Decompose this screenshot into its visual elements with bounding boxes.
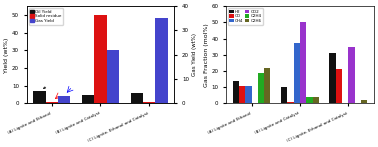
Bar [281,87,287,103]
Bar [58,96,70,103]
Bar [294,44,300,103]
Bar [155,18,167,103]
Bar [239,86,245,103]
Y-axis label: Gas Yield (wt%): Gas Yield (wt%) [192,33,197,76]
Bar [313,97,319,103]
Legend: H2, CO, CH4, CO2, C2H4, C2H6: H2, CO, CH4, CO2, C2H4, C2H6 [228,8,263,25]
Bar [258,73,264,103]
Bar [233,81,239,103]
Y-axis label: Yield (wt%): Yield (wt%) [4,37,9,72]
Bar [33,91,45,103]
Bar [361,100,367,103]
Bar [45,102,58,103]
Bar [287,102,294,103]
Bar [336,69,342,103]
Bar [330,53,336,103]
Bar [107,50,119,103]
Bar [131,93,143,103]
Bar [300,22,306,103]
Bar [94,15,107,103]
Bar [348,47,355,103]
Bar [245,86,252,103]
Legend: Oil Yield, Solid residue, Gas Yield: Oil Yield, Solid residue, Gas Yield [29,8,63,25]
Bar [264,68,271,103]
Y-axis label: Gas Fraction (mol%): Gas Fraction (mol%) [204,23,209,87]
Bar [143,102,155,103]
Text: c: c [229,9,234,19]
Bar [306,97,313,103]
Bar [82,95,94,103]
